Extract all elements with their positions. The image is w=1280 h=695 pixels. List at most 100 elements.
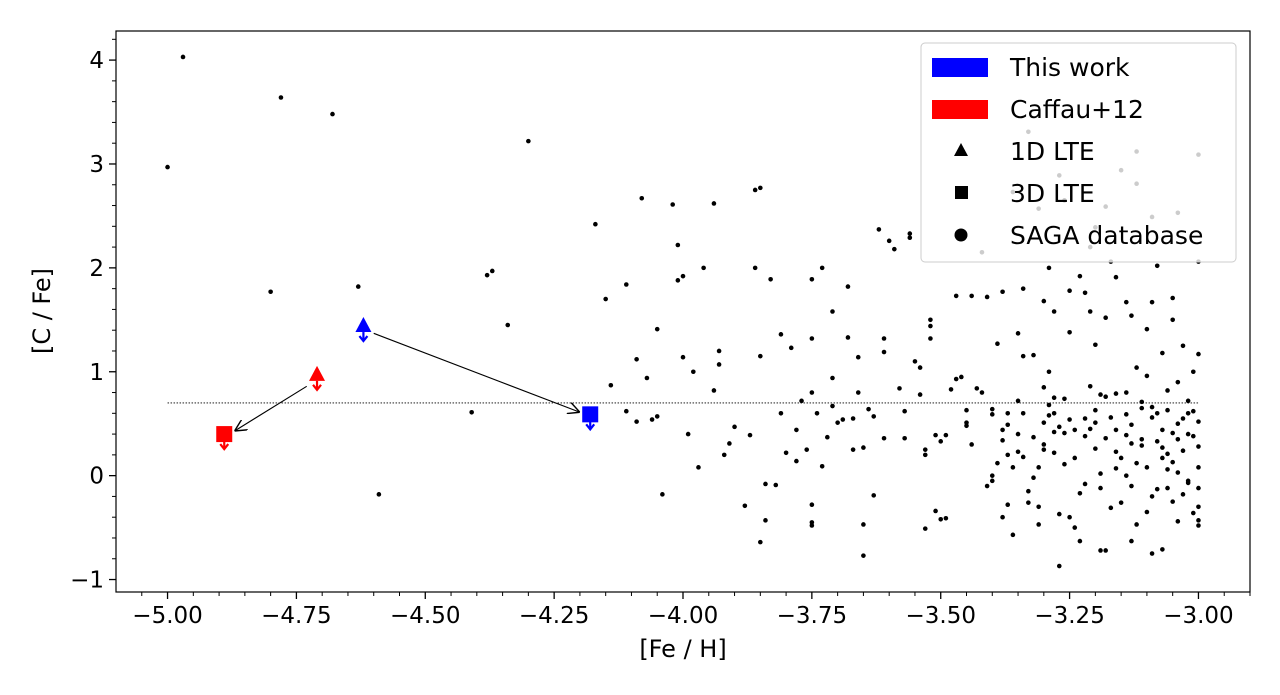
saga-point	[1196, 444, 1201, 449]
saga-point	[902, 408, 907, 414]
saga-point	[768, 276, 773, 282]
saga-point	[1093, 407, 1098, 413]
saga-point	[1139, 436, 1145, 442]
saga-point	[1036, 504, 1041, 510]
upper-limit-arrow	[585, 423, 596, 432]
saga-point	[711, 388, 717, 393]
saga-point	[1051, 395, 1057, 401]
saga-point	[830, 309, 835, 314]
saga-point	[701, 265, 706, 271]
saga-point	[917, 365, 923, 370]
legend-label: 3D LTE	[1010, 179, 1095, 208]
saga-point	[1196, 485, 1201, 491]
saga-point	[871, 493, 877, 498]
saga-point	[783, 450, 789, 456]
saga-point	[727, 441, 732, 446]
saga-point	[670, 202, 675, 207]
y-tick-label: 1	[89, 360, 104, 386]
saga-point	[1129, 422, 1134, 428]
saga-point	[1180, 343, 1186, 349]
saga-point	[897, 386, 902, 391]
saga-point	[711, 201, 717, 206]
saga-point	[1098, 392, 1103, 397]
saga-point	[1165, 451, 1170, 457]
saga-point	[1185, 411, 1191, 416]
saga-point	[1139, 405, 1145, 411]
saga-point	[964, 423, 969, 429]
saga-point	[691, 369, 696, 375]
saga-point	[675, 242, 681, 248]
saga-point	[624, 282, 629, 287]
saga-point	[1067, 514, 1072, 520]
arrows-group	[235, 332, 580, 431]
arrow	[235, 385, 308, 431]
saga-point	[804, 447, 810, 452]
saga-point	[1170, 459, 1175, 465]
saga-point	[1015, 331, 1021, 336]
saga-point	[1118, 455, 1124, 461]
saga-point	[1149, 551, 1155, 556]
saga-point	[969, 442, 974, 447]
saga-point	[1149, 494, 1155, 499]
saga-point	[881, 349, 887, 355]
saga-point	[660, 492, 665, 497]
saga-point	[1129, 441, 1134, 446]
saga-point	[1180, 416, 1186, 421]
saga-point	[758, 353, 763, 359]
upper-limit-arrow	[219, 443, 230, 451]
saga-point	[850, 416, 856, 421]
saga-point	[922, 447, 928, 452]
saga-point	[855, 390, 861, 395]
saga-point	[778, 411, 784, 416]
legend-label: This work	[1009, 53, 1130, 82]
saga-point	[871, 414, 877, 419]
saga-point	[180, 54, 186, 60]
saga-point	[1103, 435, 1108, 441]
saga-point	[763, 481, 768, 487]
saga-point	[861, 522, 866, 527]
saga-point	[1046, 369, 1052, 375]
saga-point	[989, 473, 995, 478]
saga-point	[1041, 447, 1047, 452]
saga-point	[1185, 478, 1191, 484]
legend-entry: 3D LTE	[955, 179, 1095, 208]
saga-point	[1082, 290, 1088, 296]
legend-square-icon	[955, 186, 968, 199]
saga-point	[1026, 500, 1031, 505]
saga-point	[1149, 404, 1155, 410]
saga-point	[1170, 499, 1175, 504]
saga-point	[1000, 289, 1005, 295]
saga-point	[1108, 415, 1114, 420]
saga-point	[644, 375, 650, 381]
saga-point	[1103, 394, 1108, 399]
saga-point	[1098, 471, 1103, 476]
legend-patch	[932, 100, 988, 119]
highlighted-stars	[216, 317, 599, 451]
saga-point	[1170, 295, 1175, 301]
saga-point	[1072, 525, 1078, 530]
saga-point	[1056, 563, 1062, 569]
saga-point	[989, 478, 995, 484]
saga-point	[752, 265, 758, 271]
legend-label: 1D LTE	[1010, 137, 1095, 166]
saga-point	[917, 392, 923, 397]
saga-point	[1000, 427, 1005, 433]
saga-point	[1185, 431, 1191, 437]
saga-point	[912, 359, 918, 364]
saga-point	[943, 432, 949, 438]
saga-point	[752, 187, 758, 193]
saga-point	[624, 408, 629, 414]
saga-point	[974, 386, 980, 391]
y-tick-label: 2	[89, 256, 104, 282]
saga-point	[819, 265, 825, 271]
saga-point	[1165, 407, 1170, 413]
saga-point	[526, 138, 531, 144]
saga-point	[1087, 426, 1093, 432]
saga-point	[881, 336, 887, 341]
saga-point	[1026, 488, 1031, 494]
y-tick-label: 4	[89, 48, 104, 74]
saga-point	[1144, 326, 1150, 332]
saga-point	[1129, 538, 1134, 544]
saga-point	[1170, 430, 1175, 436]
saga-point	[902, 435, 907, 441]
